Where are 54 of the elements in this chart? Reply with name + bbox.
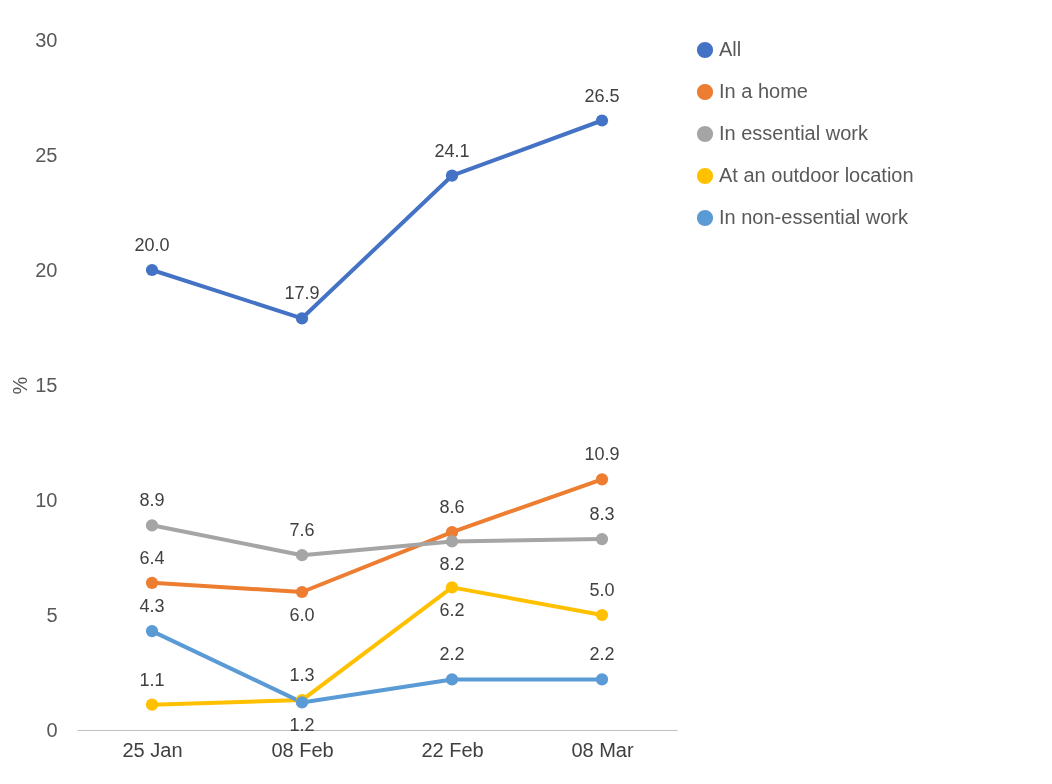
legend-label: In essential work	[719, 122, 869, 144]
data-label: 10.9	[584, 444, 620, 465]
data-label: 5.0	[589, 580, 615, 600]
point	[145, 698, 159, 711]
y-tick-label: 20	[35, 258, 58, 281]
point	[145, 263, 159, 277]
point	[295, 585, 309, 599]
y-tick-label: 15	[35, 373, 58, 396]
data-label: 8.6	[439, 497, 465, 518]
point	[595, 608, 609, 622]
legend-label: In a home	[719, 80, 808, 102]
point	[145, 624, 159, 638]
y-tick-label: 30	[35, 28, 58, 51]
point	[295, 549, 309, 562]
point	[295, 312, 309, 325]
data-label: 6.4	[139, 547, 165, 568]
data-label: 2.2	[589, 644, 615, 665]
x-tick-label: 25 Jan	[122, 738, 183, 761]
point	[445, 169, 459, 182]
data-label: 24.1	[434, 140, 470, 161]
point	[445, 581, 459, 594]
point	[595, 114, 609, 127]
data-label: 1.2	[289, 715, 315, 736]
data-label: 6.2	[439, 600, 465, 621]
point	[445, 673, 459, 686]
data-label: 4.3	[139, 596, 165, 617]
x-tick-label: 22 Feb	[421, 738, 484, 761]
y-axis-title: %	[9, 376, 32, 395]
data-label: 26.5	[584, 85, 620, 106]
point	[145, 519, 159, 532]
x-tick-label: 08 Feb	[271, 738, 334, 761]
data-label: 2.2	[439, 644, 465, 665]
point	[595, 473, 609, 486]
legend-label: In non-essential work	[719, 206, 909, 228]
point	[595, 532, 609, 546]
data-label: 20.0	[134, 235, 170, 255]
data-label: 8.3	[589, 504, 615, 525]
y-tick-label: 0	[46, 718, 58, 741]
x-tick-label: 08 Mar	[571, 738, 634, 761]
data-label: 7.6	[289, 520, 315, 541]
data-label: 8.2	[439, 554, 465, 575]
y-tick-label: 5	[46, 603, 58, 626]
data-label: 1.3	[289, 665, 315, 686]
data-label: 1.1	[139, 669, 165, 690]
data-label: 8.9	[139, 490, 165, 511]
point	[145, 576, 159, 589]
point	[445, 535, 459, 548]
legend-label: All	[719, 38, 742, 60]
point	[595, 673, 609, 686]
legend-label: At an outdoor location	[719, 164, 914, 186]
data-label: 17.9	[284, 283, 320, 304]
y-tick-label: 10	[35, 488, 58, 511]
y-tick-label: 25	[35, 143, 58, 166]
data-label: 6.0	[289, 605, 315, 625]
